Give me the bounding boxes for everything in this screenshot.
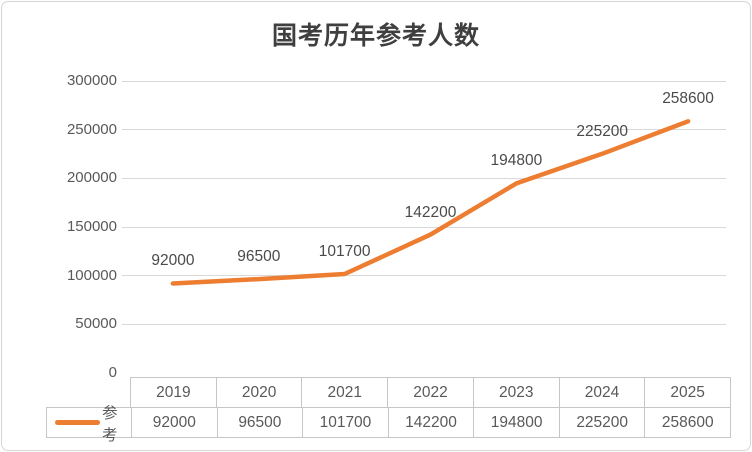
gridline: [122, 226, 726, 228]
value-cell: 101700: [302, 408, 388, 437]
data-label: 225200: [576, 122, 629, 140]
year-cell: 2021: [301, 378, 387, 407]
gridline: [122, 177, 726, 179]
y-tick-label: 0: [108, 364, 117, 381]
value-cell: 225200: [558, 408, 645, 437]
data-label: 142200: [404, 203, 457, 221]
y-tick-label: 50000: [75, 315, 117, 333]
value-cell: 96500: [216, 408, 303, 437]
year-cell: 2020: [215, 378, 302, 407]
y-tick-label: 200000: [66, 169, 117, 187]
year-cell: 2022: [387, 378, 473, 407]
legend-cell: 参考: [47, 405, 131, 444]
year-cell: 2019: [156, 383, 191, 401]
y-tick-label: 100000: [66, 266, 117, 284]
data-label: 194800: [490, 152, 543, 170]
value-cell: 92000: [131, 408, 217, 437]
y-tick-label: 150000: [66, 218, 117, 235]
data-label: 92000: [151, 252, 195, 270]
year-cell: 2024: [558, 378, 645, 407]
chart-title: 国考历年参考人数: [271, 22, 480, 50]
gridline: [122, 323, 726, 325]
value-cell: 194800: [473, 408, 559, 437]
data-table-years-row: 2019 2020 2021 2022 2023 2024 2025: [130, 377, 731, 407]
value-cell: 142200: [387, 408, 474, 437]
data-table-values-row: 参考 92000 96500 101700 142200 194800 225200 258…: [46, 405, 731, 444]
value-cell: 258600: [644, 408, 730, 437]
gridline: [122, 275, 726, 277]
gridline: [122, 80, 726, 82]
series-name: 参考: [101, 404, 118, 444]
y-tick-label: 300000: [66, 72, 117, 89]
data-label: 101700: [318, 243, 371, 260]
year-cell: 2025: [644, 378, 730, 407]
data-label: 96500: [237, 248, 281, 266]
y-tick-label: 250000: [66, 120, 117, 138]
series-line-swatch: [55, 420, 100, 425]
year-cell: 2023: [472, 378, 559, 407]
data-label: 258600: [662, 90, 714, 108]
